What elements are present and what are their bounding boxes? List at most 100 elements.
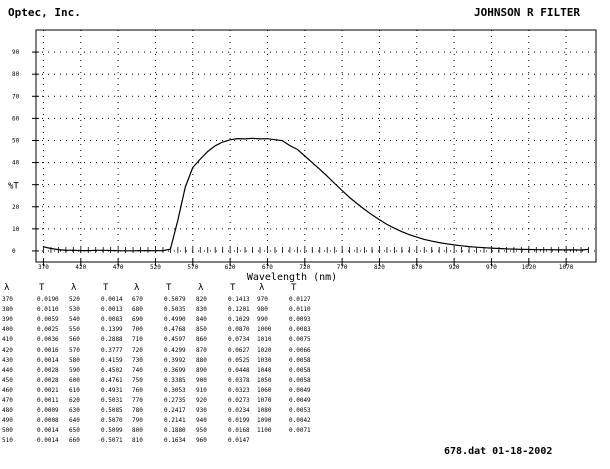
table-wavelength-cell: 730	[132, 356, 143, 364]
table-transmission-cell: 0.4931	[101, 386, 123, 394]
table-transmission-cell: 0.0083	[289, 326, 311, 334]
lambda-header: λ	[134, 283, 140, 293]
table-transmission-cell: 0.0734	[228, 336, 250, 344]
table-wavelength-cell: 470	[2, 397, 13, 404]
y-tick-label: 90	[12, 49, 20, 56]
lambda-header: λ	[71, 283, 77, 293]
x-tick-label: 370	[38, 264, 49, 271]
table-transmission-cell: 0.0016	[37, 346, 59, 354]
table-wavelength-cell: 790	[132, 417, 143, 425]
x-tick-label: 870	[411, 264, 422, 271]
table-wavelength-cell: 1070	[257, 397, 272, 404]
table-wavelength-cell: 870	[196, 346, 207, 354]
table-transmission-cell: 0.0014	[37, 427, 59, 435]
table-transmission-cell: 0.0071	[289, 427, 311, 435]
table-transmission-cell: 0.3777	[101, 346, 123, 354]
table-transmission-cell: 0.1880	[164, 427, 186, 435]
table-wavelength-cell: 750	[132, 376, 143, 384]
table-transmission-cell: 0.0028	[37, 376, 59, 384]
t-header: T	[230, 283, 236, 293]
table-transmission-cell: 0.0525	[228, 356, 250, 364]
lambda-header: λ	[198, 283, 204, 293]
table-transmission-cell: 0.1413	[228, 296, 250, 303]
table-transmission-cell: 0.0058	[289, 376, 311, 384]
table-wavelength-cell: 480	[2, 407, 13, 415]
table-wavelength-cell: 410	[2, 336, 13, 344]
table-wavelength-cell: 490	[2, 417, 13, 425]
table-wavelength-cell: 560	[69, 336, 80, 344]
table-transmission-cell: 0.5071	[101, 437, 123, 445]
table-transmission-cell: 0.0058	[289, 366, 311, 374]
table-transmission-cell: 0.0168	[228, 427, 250, 435]
table-wavelength-cell: 500	[2, 427, 13, 435]
transmission-curve	[43, 137, 589, 252]
table-transmission-cell: 0.0049	[289, 397, 311, 404]
table-wavelength-cell: 630	[69, 407, 80, 415]
table-wavelength-cell: 800	[132, 427, 143, 435]
table-wavelength-cell: 1100	[257, 427, 272, 435]
x-tick-label: 420	[75, 264, 86, 271]
table-transmission-cell: 0.0075	[289, 336, 311, 344]
table-wavelength-cell: 640	[69, 417, 80, 425]
table-wavelength-cell: 710	[132, 336, 143, 344]
table-transmission-cell: 0.4990	[164, 316, 186, 324]
y-tick-label: 50	[12, 137, 20, 144]
table-wavelength-cell: 990	[257, 316, 268, 324]
table-wavelength-cell: 520	[69, 296, 80, 303]
table-wavelength-cell: 920	[196, 397, 207, 404]
table-wavelength-cell: 960	[196, 437, 207, 445]
table-wavelength-cell: 760	[132, 386, 143, 394]
table-wavelength-cell: 810	[132, 437, 143, 445]
x-tick-label: 520	[150, 264, 161, 271]
table-wavelength-cell: 530	[69, 306, 80, 314]
table-transmission-cell: 0.5035	[164, 306, 186, 314]
table-transmission-cell: 0.0147	[228, 437, 250, 445]
lambda-header: λ	[4, 283, 10, 293]
x-tick-label: 970	[486, 264, 497, 271]
company-name: Optec, Inc.	[8, 6, 81, 19]
table-wavelength-cell: 610	[69, 386, 80, 394]
table-transmission-cell: 0.0009	[37, 407, 59, 415]
table-transmission-cell: 0.0049	[289, 386, 311, 394]
table-transmission-cell: 0.2888	[101, 336, 123, 344]
y-tick-label: 70	[12, 93, 20, 100]
y-tick-label: 20	[12, 204, 20, 211]
table-transmission-cell: 0.3053	[164, 386, 186, 394]
table-transmission-cell: 0.0199	[228, 417, 250, 425]
table-wavelength-cell: 850	[196, 326, 207, 334]
table-wavelength-cell: 540	[69, 316, 80, 324]
table-wavelength-cell: 1040	[257, 366, 272, 374]
table-transmission-cell: 0.0127	[289, 296, 311, 303]
table-wavelength-cell: 910	[196, 386, 207, 394]
table-wavelength-cell: 970	[257, 296, 268, 303]
table-transmission-cell: 0.1029	[228, 316, 250, 324]
table-transmission-cell: 0.4502	[101, 366, 123, 374]
lambda-header: λ	[259, 283, 265, 293]
table-wavelength-cell: 680	[132, 306, 143, 314]
table-transmission-cell: 0.2735	[164, 397, 186, 404]
table-transmission-cell: 0.0083	[101, 316, 123, 324]
table-wavelength-cell: 980	[257, 306, 268, 314]
t-header: T	[39, 283, 45, 293]
table-wavelength-cell: 1060	[257, 386, 272, 394]
x-tick-label: 670	[262, 264, 273, 271]
table-wavelength-cell: 430	[2, 356, 13, 364]
table-transmission-cell: 0.0013	[101, 306, 123, 314]
table-wavelength-cell: 400	[2, 326, 13, 334]
table-transmission-cell: 0.3385	[164, 376, 186, 384]
table-transmission-cell: 0.1201	[228, 306, 250, 314]
table-transmission-cell: 0.5031	[101, 397, 123, 404]
table-wavelength-cell: 600	[69, 376, 80, 384]
table-transmission-cell: 0.0093	[289, 316, 311, 324]
table-transmission-cell: 0.4761	[101, 376, 123, 384]
table-transmission-cell: 0.0011	[37, 397, 59, 404]
table-wavelength-cell: 950	[196, 427, 207, 435]
table-transmission-cell: 0.4768	[164, 326, 186, 334]
filter-title: JOHNSON R FILTER	[474, 6, 580, 19]
table-transmission-cell: 0.2417	[164, 407, 186, 415]
t-header: T	[291, 283, 297, 293]
table-wavelength-cell: 690	[132, 316, 143, 324]
table-wavelength-cell: 720	[132, 346, 143, 354]
table-wavelength-cell: 1010	[257, 336, 272, 344]
